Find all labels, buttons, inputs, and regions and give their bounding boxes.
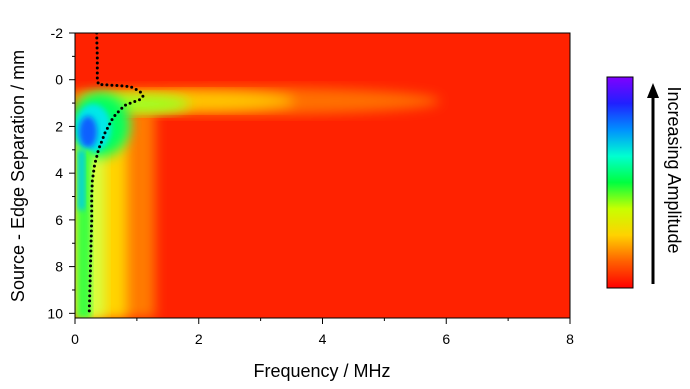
dotted-line-point xyxy=(88,289,92,293)
x-tick-label: 4 xyxy=(319,331,327,347)
dotted-line-point xyxy=(87,304,91,308)
dotted-line-point xyxy=(95,36,99,40)
colorbar-label: Increasing Amplitude xyxy=(664,86,684,253)
dotted-line-point xyxy=(89,234,93,238)
dotted-line-point xyxy=(134,88,138,91)
dotted-line-point xyxy=(108,122,112,126)
y-tick-label: -2 xyxy=(51,25,64,41)
dotted-line-point xyxy=(116,110,120,114)
dotted-line-point xyxy=(138,90,142,94)
dotted-line-point xyxy=(96,81,100,85)
y-tick-label: 6 xyxy=(55,212,63,228)
colorbar-gradient xyxy=(606,76,634,289)
dotted-line-point xyxy=(96,150,100,154)
dotted-line-point xyxy=(120,84,124,88)
dotted-line-point xyxy=(110,83,114,87)
dotted-line-point xyxy=(88,284,92,288)
dotted-line-point xyxy=(95,61,99,65)
dotted-line-point xyxy=(105,83,109,87)
dotted-line-point xyxy=(90,204,94,208)
dotted-line-point xyxy=(90,184,94,188)
dotted-line-point xyxy=(90,189,94,193)
dotted-line-point xyxy=(130,85,134,89)
heatmap-background xyxy=(75,33,570,318)
dotted-line-point xyxy=(98,145,102,149)
dotted-line-point xyxy=(89,259,93,263)
dotted-line-point xyxy=(90,194,94,198)
x-tick-label: 2 xyxy=(195,331,203,347)
dotted-line-point xyxy=(141,94,145,98)
dotted-line-point xyxy=(103,131,107,135)
heat-core-blue xyxy=(79,116,97,148)
dotted-line-point xyxy=(115,84,119,87)
dotted-line-point xyxy=(110,118,114,122)
dotted-line-point xyxy=(88,274,92,278)
y-tick-label: 2 xyxy=(55,118,63,134)
dotted-line-point xyxy=(128,101,132,105)
dotted-line-point xyxy=(94,159,97,163)
colorbar: Increasing Amplitude xyxy=(606,76,684,289)
dotted-line-point xyxy=(87,309,91,313)
dotted-line-point xyxy=(99,140,103,144)
dotted-line-point xyxy=(88,294,92,298)
dotted-line-point xyxy=(89,249,93,253)
dotted-line-point xyxy=(89,264,92,268)
dotted-line-point xyxy=(89,244,93,248)
dotted-line-point xyxy=(88,279,92,283)
heatmap-plot xyxy=(75,33,570,318)
y-axis-title: Source - Edge Separation / mm xyxy=(8,50,28,302)
dotted-line-point xyxy=(88,299,92,303)
dotted-line-point xyxy=(95,56,99,60)
dotted-line-point xyxy=(95,154,99,158)
dotted-line-point xyxy=(95,41,99,45)
arrow-head-icon xyxy=(647,83,659,98)
axes: 0 2 4 6 8 -2 0 2 4 6 8 10 xyxy=(47,25,574,347)
heat-streak-cyan xyxy=(78,150,85,210)
dotted-line-point xyxy=(138,98,141,102)
x-axis-title: Frequency / MHz xyxy=(253,361,390,381)
y-tick-label: 10 xyxy=(47,305,63,321)
dotted-line-point xyxy=(95,51,99,55)
dotted-line-point xyxy=(95,66,99,70)
dotted-line-point xyxy=(105,126,109,130)
dotted-line-point xyxy=(120,106,124,110)
dotted-line-point xyxy=(95,71,99,75)
dotted-line-point xyxy=(95,76,99,80)
dotted-line-point xyxy=(113,114,117,117)
dotted-line-point xyxy=(125,84,129,88)
dotted-line-point xyxy=(92,169,96,173)
x-tick-label: 0 xyxy=(71,331,79,347)
dotted-line-point xyxy=(92,164,96,168)
dotted-line-point xyxy=(101,136,105,139)
dotted-line-point xyxy=(91,174,95,178)
x-tick-label: 6 xyxy=(442,331,450,347)
dotted-line-point xyxy=(89,239,93,243)
dotted-line-point xyxy=(133,100,137,103)
dotted-line xyxy=(87,33,145,313)
y-tick-label: 4 xyxy=(55,165,63,181)
dotted-line-point xyxy=(88,269,92,273)
dotted-line-point xyxy=(90,179,94,183)
y-tick-label: 0 xyxy=(55,72,63,88)
heatmap-field xyxy=(75,87,440,318)
dotted-line-point xyxy=(90,209,94,213)
dotted-line-point xyxy=(90,219,94,223)
x-tick-label: 8 xyxy=(566,331,574,347)
dotted-line-point xyxy=(90,199,94,203)
dotted-line-point xyxy=(89,254,93,258)
y-tick-label: 8 xyxy=(55,259,63,275)
dotted-line-point xyxy=(95,46,99,50)
dotted-line-point xyxy=(89,229,93,233)
dotted-line-point xyxy=(124,103,127,107)
dotted-line-point xyxy=(90,214,94,218)
dotted-line-point xyxy=(90,224,93,228)
dotted-line-point xyxy=(100,83,104,87)
